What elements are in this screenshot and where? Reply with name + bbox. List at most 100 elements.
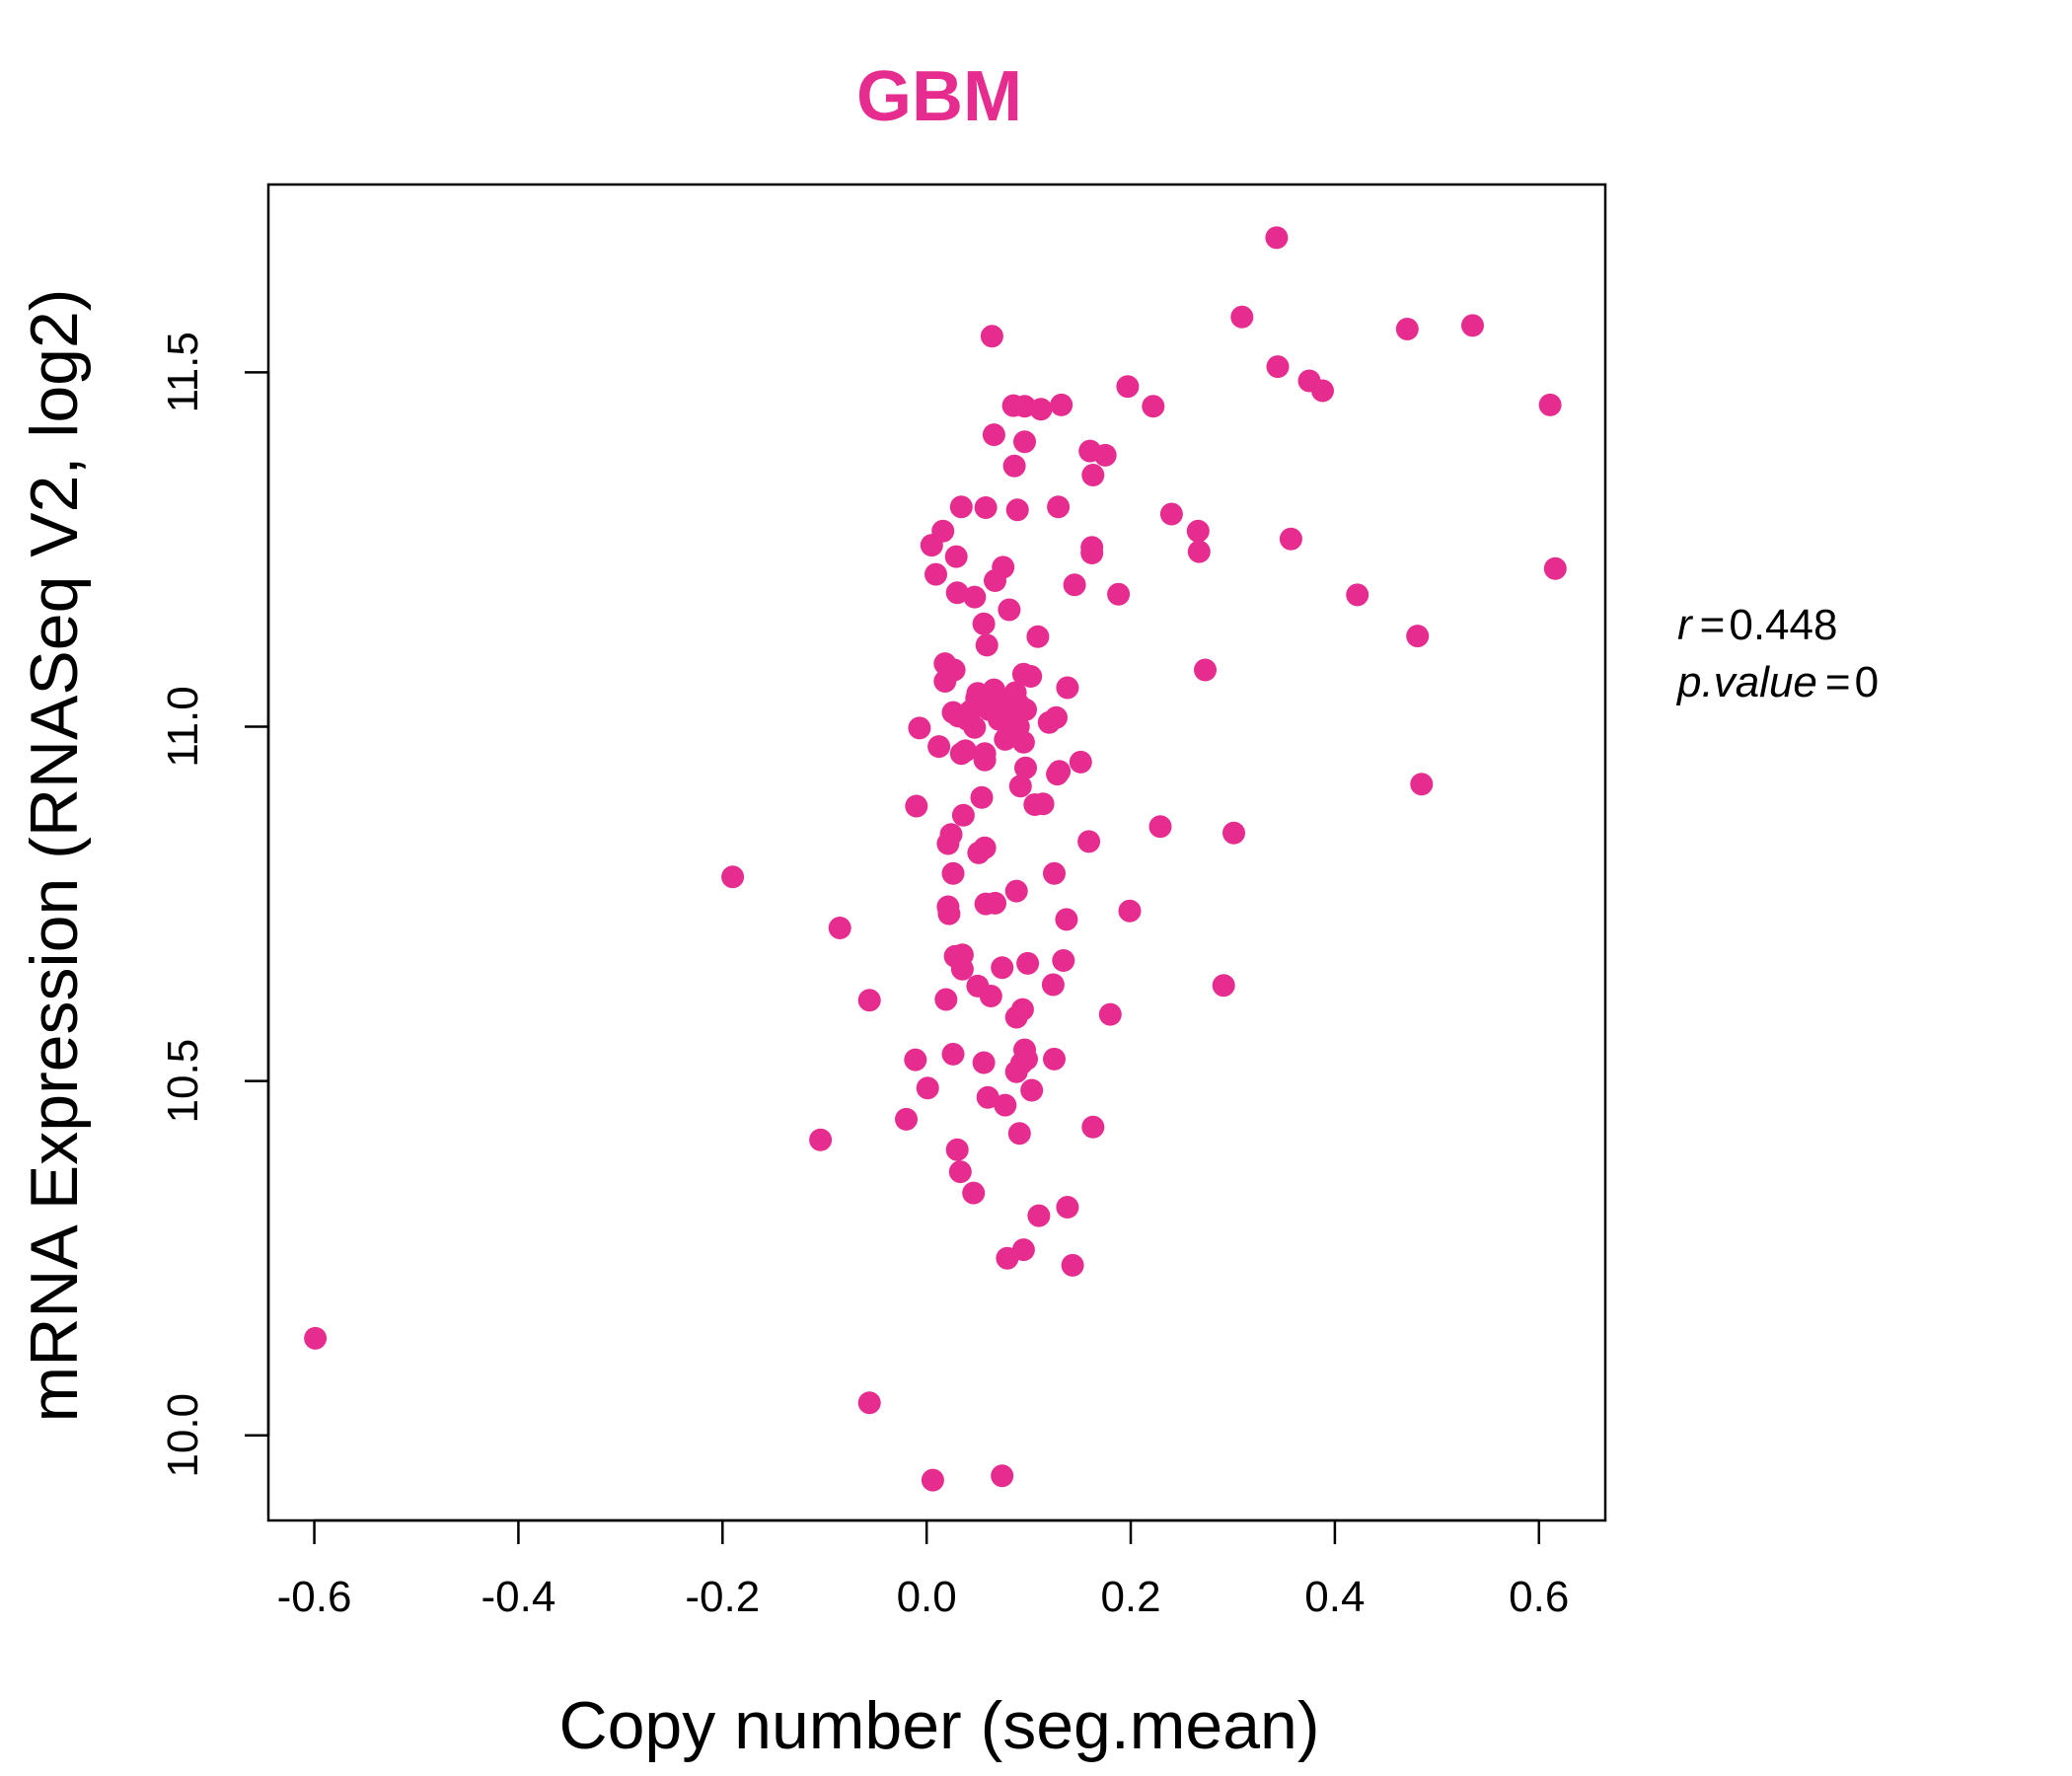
r-equals: = [1700, 601, 1726, 649]
data-point [905, 794, 928, 818]
data-point [1265, 226, 1289, 250]
data-point [963, 715, 987, 739]
data-point [1014, 756, 1037, 779]
data-point [1142, 395, 1165, 418]
data-point [941, 861, 965, 885]
data-point [945, 1138, 969, 1161]
data-point [1461, 314, 1484, 337]
data-point [1077, 830, 1101, 853]
x-tick-label: -0.4 [481, 1573, 556, 1621]
data-point [1050, 393, 1073, 416]
data-point [904, 1048, 927, 1072]
data-point [954, 739, 977, 763]
data-point [1069, 750, 1092, 774]
r-value: 0.448 [1729, 601, 1837, 649]
data-point [984, 891, 1006, 915]
data-point [1015, 1047, 1038, 1071]
y-tick-label: 10.0 [159, 1393, 207, 1478]
y-tick-label: 11.5 [159, 332, 207, 412]
y-axis-title: mRNA Expression (RNASeq V2, log2) [17, 289, 92, 1423]
data-point [937, 902, 961, 925]
x-tick-label: 0.2 [1100, 1573, 1160, 1621]
data-point [1538, 393, 1562, 416]
data-point [1148, 815, 1172, 839]
data-point [963, 585, 987, 609]
data-point [1048, 760, 1072, 783]
data-point [1011, 1238, 1035, 1262]
data-point [1013, 430, 1036, 454]
data-point [975, 633, 999, 657]
data-point [1194, 658, 1217, 682]
data-point [927, 735, 951, 759]
data-point [962, 1181, 986, 1205]
data-point [1063, 573, 1086, 597]
data-point [1116, 375, 1140, 399]
data-point [1002, 454, 1026, 478]
data-point [1007, 1122, 1031, 1146]
data-point [994, 1093, 1017, 1117]
data-point [973, 836, 997, 859]
data-point [1016, 951, 1040, 975]
p-value-statistic: p.value =0 [1675, 658, 1879, 706]
x-tick-label: -0.2 [685, 1573, 760, 1621]
data-point [925, 562, 947, 586]
data-point [1093, 443, 1117, 467]
data-point [974, 496, 998, 519]
data-point [1008, 775, 1032, 798]
data-point [976, 1085, 999, 1109]
data-point [991, 1464, 1014, 1488]
data-point [998, 598, 1021, 622]
data-point [950, 957, 974, 981]
data-point [1395, 318, 1419, 340]
data-point [1020, 1078, 1044, 1102]
data-point [1005, 498, 1029, 522]
data-point [1080, 542, 1104, 564]
data-point [1055, 908, 1078, 931]
data-point [1222, 821, 1245, 845]
data-point [1014, 698, 1037, 721]
data-point [1010, 998, 1034, 1021]
data-point [982, 423, 1005, 447]
data-point [1107, 582, 1131, 606]
data-point [945, 581, 969, 605]
data-point [944, 545, 968, 568]
data-point [979, 985, 1002, 1007]
data-point [951, 803, 975, 827]
data-point [948, 1160, 972, 1184]
r-statistic: r =0.448 [1677, 601, 1837, 649]
data-point [941, 1042, 965, 1066]
data-point [857, 1391, 881, 1415]
plot-area [266, 183, 1607, 1522]
data-point [939, 823, 963, 847]
data-point [1027, 1204, 1051, 1227]
data-point [1266, 355, 1290, 379]
data-point [972, 1051, 996, 1074]
data-point [1410, 773, 1434, 796]
correlation-stats: r =0.448 p.value =0 [1675, 601, 1879, 706]
data-point [721, 865, 745, 889]
data-point [1031, 792, 1055, 816]
data-point [857, 989, 881, 1012]
x-tick-label: -0.6 [277, 1573, 352, 1621]
data-point [980, 325, 1003, 348]
x-axis: -0.6 -0.4 -0.2 0.0 0.2 0.4 0.6 [277, 1518, 1569, 1621]
data-point [1406, 625, 1430, 648]
plot-frame [266, 183, 1607, 1522]
y-axis: 10.0 10.5 11.0 11.5 [159, 332, 270, 1478]
x-tick-label: 0.6 [1509, 1573, 1569, 1621]
data-point [1187, 540, 1211, 563]
data-point [991, 956, 1014, 980]
data-point [304, 1326, 328, 1350]
data-point [1029, 398, 1053, 421]
data-point [1098, 1002, 1122, 1026]
x-tick-label: 0.0 [897, 1573, 957, 1621]
data-point [1019, 665, 1043, 688]
data-point [1061, 1253, 1084, 1277]
data-point [934, 988, 958, 1011]
p-equals: = [1825, 658, 1851, 706]
data-point [1056, 676, 1079, 700]
data-point [1041, 973, 1065, 997]
p-value-label: p.value [1675, 658, 1817, 706]
data-point [942, 658, 966, 682]
